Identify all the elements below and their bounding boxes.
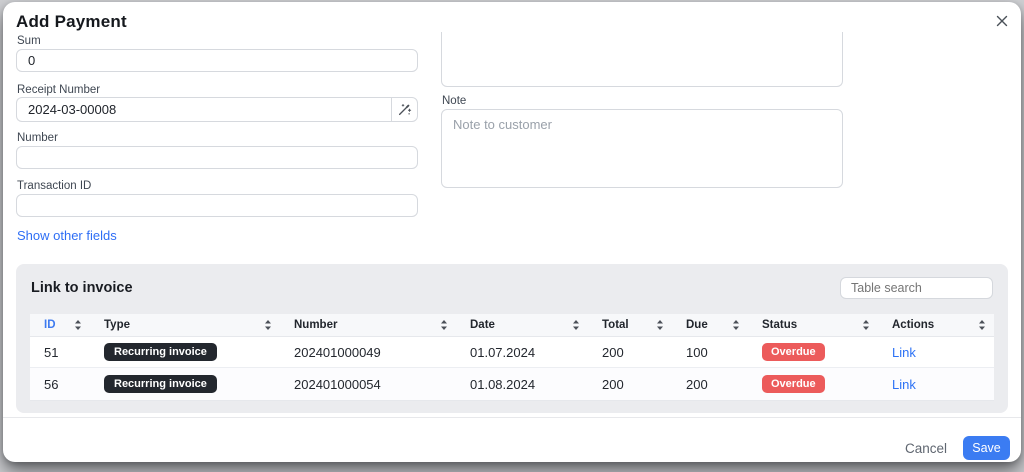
- cell-id: 51: [44, 344, 59, 360]
- note-textarea[interactable]: [441, 109, 843, 188]
- number-label: Number: [17, 132, 58, 144]
- receipt-number-group: [16, 97, 418, 122]
- column-header-date[interactable]: Date: [456, 319, 588, 331]
- table-row: 56 Recurring invoice 202401000054 01.08.…: [30, 368, 994, 401]
- sort-icon[interactable]: [862, 319, 870, 331]
- sort-icon[interactable]: [264, 319, 272, 331]
- show-other-fields-link[interactable]: Show other fields: [17, 228, 117, 243]
- sort-icon[interactable]: [732, 319, 740, 331]
- close-button[interactable]: [991, 10, 1013, 32]
- cell-date: 01.08.2024: [470, 376, 536, 392]
- link-to-invoice-section: Link to invoice ID Type Number Date: [16, 264, 1008, 413]
- cell-status: Overdue: [748, 343, 878, 361]
- cell-date: 01.07.2024: [470, 344, 536, 360]
- number-input[interactable]: [16, 146, 418, 169]
- add-payment-modal: Add Payment Sum Receipt Number Number Tr…: [3, 2, 1021, 462]
- cell-type: Recurring invoice: [90, 343, 280, 361]
- transaction-id-label: Transaction ID: [17, 180, 92, 192]
- receipt-number-label: Receipt Number: [17, 84, 101, 96]
- cell-due: 100: [686, 344, 708, 360]
- cell-total: 200: [602, 344, 624, 360]
- type-badge: Recurring invoice: [104, 343, 217, 361]
- sort-icon[interactable]: [440, 319, 448, 331]
- table-row: 51 Recurring invoice 202401000049 01.07.…: [30, 337, 994, 368]
- transaction-id-input[interactable]: [16, 194, 418, 217]
- column-header-total[interactable]: Total: [588, 319, 672, 331]
- extra-textarea[interactable]: [441, 32, 843, 87]
- magic-wand-icon: [398, 103, 412, 116]
- table-search-input[interactable]: [840, 277, 993, 299]
- sum-label: Sum: [17, 35, 41, 47]
- type-badge: Recurring invoice: [104, 375, 217, 393]
- cell-id: 56: [44, 376, 59, 392]
- section-title: Link to invoice: [31, 280, 133, 296]
- cell-number: 202401000054: [294, 376, 381, 392]
- link-invoice-action[interactable]: Link: [892, 376, 916, 392]
- invoice-table: ID Type Number Date Total: [30, 314, 994, 401]
- sort-icon[interactable]: [74, 319, 82, 331]
- link-invoice-action[interactable]: Link: [892, 344, 916, 360]
- generate-receipt-number-button[interactable]: [391, 97, 418, 122]
- column-header-id[interactable]: ID: [30, 319, 90, 331]
- note-label: Note: [442, 95, 467, 107]
- status-badge: Overdue: [762, 375, 825, 393]
- table-header-row: ID Type Number Date Total: [30, 314, 994, 337]
- column-header-due[interactable]: Due: [672, 319, 748, 331]
- cell-number: 202401000049: [294, 344, 381, 360]
- cell-actions: Link: [878, 345, 994, 360]
- column-header-type[interactable]: Type: [90, 319, 280, 331]
- sort-icon[interactable]: [572, 319, 580, 331]
- sort-icon[interactable]: [978, 319, 986, 331]
- cell-type: Recurring invoice: [90, 375, 280, 393]
- cell-total: 200: [602, 376, 624, 392]
- column-header-actions[interactable]: Actions: [878, 319, 994, 331]
- cell-actions: Link: [878, 377, 994, 392]
- cancel-button[interactable]: Cancel: [901, 436, 951, 460]
- status-badge: Overdue: [762, 343, 825, 361]
- page-title: Add Payment: [16, 12, 127, 31]
- footer-divider: [3, 417, 1021, 418]
- close-icon: [996, 15, 1008, 27]
- sum-input[interactable]: [16, 49, 418, 72]
- sort-icon[interactable]: [656, 319, 664, 331]
- cell-due: 200: [686, 376, 708, 392]
- cell-status: Overdue: [748, 375, 878, 393]
- receipt-number-input[interactable]: [16, 97, 391, 122]
- save-button[interactable]: Save: [963, 436, 1010, 460]
- column-header-number[interactable]: Number: [280, 319, 456, 331]
- column-header-status[interactable]: Status: [748, 319, 878, 331]
